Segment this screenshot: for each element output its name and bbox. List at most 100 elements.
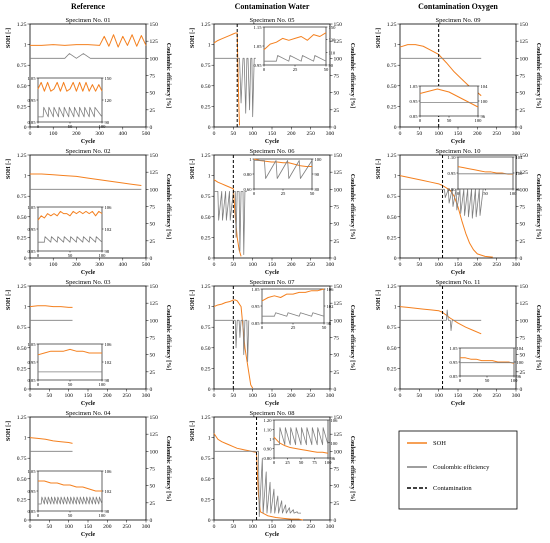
main-ytick-right-label: 150 <box>150 22 159 28</box>
inset-ytick-right-label: 98 <box>327 321 332 326</box>
main-xtick-label: 100 <box>248 524 257 530</box>
main-xtick-label: 0 <box>213 393 216 399</box>
main-xtick-label: 150 <box>454 131 463 137</box>
inset-xtick-label: 0 <box>273 460 276 465</box>
main-ytick-left-label: 0.25 <box>387 104 397 110</box>
inset-frame <box>253 158 313 190</box>
inset-ytick-left-label: 0.85 <box>27 378 36 383</box>
legend: SOH Coulombic efficiency Contamination <box>398 430 518 510</box>
main-xtick-label: 100 <box>248 262 257 268</box>
main-ce-line <box>30 53 146 59</box>
main-ytick-left-label: 1 <box>24 174 27 180</box>
main-ytick-right-label: 50 <box>520 91 526 97</box>
inset-xtick-label: 50 <box>447 118 452 123</box>
main-ytick-right-label: 150 <box>334 284 343 290</box>
y-axis-right-label: Coulombic efficiency [%] <box>535 174 541 239</box>
main-ytick-left-label: 1 <box>24 436 27 442</box>
main-xtick-label: 150 <box>268 524 277 530</box>
main-ytick-left-label: 0.75 <box>387 325 397 331</box>
y-axis-left-label: SOH [-] <box>6 290 12 310</box>
inset-ce-line <box>254 160 313 179</box>
y-axis-right-label: Coulombic efficiency [%] <box>165 305 171 370</box>
inset-ytick-right-label: 104 <box>517 346 525 351</box>
main-xtick-label: 0 <box>213 524 216 530</box>
inset-ytick-right-label: 102 <box>105 489 113 494</box>
main-xtick-label: 400 <box>119 131 128 137</box>
y-axis-left-label: SOH [-] <box>6 159 12 179</box>
inset-soh-line <box>37 210 103 221</box>
panel-8: 0 50 100 150 200 250 30000.250.500.7511.250255… <box>190 279 355 407</box>
main-ytick-right-label: 75 <box>520 336 526 342</box>
main-ytick-left-label: 1.25 <box>17 284 27 290</box>
inset-xtick-label: 0 <box>459 378 462 383</box>
inset-ytick-left-label: 0.80 <box>447 187 456 192</box>
inset-xtick-label: 100 <box>99 382 107 387</box>
main-ytick-right-label: 150 <box>150 284 159 290</box>
main-ytick-right-label: 125 <box>334 39 343 45</box>
inset-ce-line <box>38 496 103 505</box>
y-axis-right-label: Coulombic efficiency [%] <box>349 436 355 501</box>
main-ytick-right-label: 25 <box>334 108 340 114</box>
main-xtick-label: 200 <box>473 262 482 268</box>
y-axis-left-label: SOH [-] <box>190 290 196 310</box>
inset-ytick-right-label: 98 <box>105 249 110 254</box>
main-ytick-left-label: 0 <box>208 387 211 393</box>
main-ytick-left-label: 0.25 <box>17 366 27 372</box>
inset-ytick-left-label: 1.05 <box>27 342 36 347</box>
main-ytick-right-label: 0 <box>150 518 153 524</box>
inset-xtick-label: 100 <box>99 253 107 258</box>
main-ytick-left-label: 0 <box>394 125 397 131</box>
main-ytick-right-label: 0 <box>334 256 337 262</box>
main-ytick-left-label: 0.75 <box>17 325 27 331</box>
main-ytick-right-label: 100 <box>150 56 159 62</box>
inset-xtick-label: 0 <box>37 382 40 387</box>
main-ytick-right-label: 100 <box>334 187 343 193</box>
inset-xtick-label: 100 <box>99 513 107 518</box>
panel-6: 0 50 100 150 200 250 30000.250.500.7511.250255… <box>376 148 541 276</box>
main-ytick-right-label: 125 <box>150 170 159 176</box>
inset-soh-line <box>253 158 312 167</box>
legend-ce-label: Coulombic efficiency <box>433 464 490 471</box>
main-ytick-right-label: 150 <box>334 22 343 28</box>
main-ytick-right-label: 150 <box>520 284 529 290</box>
main-xtick-label: 50 <box>47 524 53 530</box>
main-ytick-right-label: 75 <box>150 205 156 211</box>
main-xtick-label: 200 <box>72 262 81 268</box>
inset-xtick-label: 0 <box>419 118 422 123</box>
main-ytick-right-label: 75 <box>520 74 526 80</box>
main-xtick-label: 300 <box>142 524 151 530</box>
y-axis-right-label: Coulombic efficiency [%] <box>349 43 355 108</box>
panel-title: Specimen No. 11 <box>436 279 481 286</box>
main-ytick-left-label: 1.25 <box>17 153 27 159</box>
inset-soh-line <box>38 480 102 492</box>
inset-ytick-right-label: 106 <box>105 342 113 347</box>
main-ytick-left-label: 0.50 <box>387 215 397 221</box>
inset-ytick-left-label: 1.05 <box>449 346 458 351</box>
main-ytick-right-label: 125 <box>520 170 529 176</box>
inset-ytick-left-label: 1.05 <box>27 469 36 474</box>
main-ytick-left-label: 1 <box>208 436 211 442</box>
column-title-reference: Reference <box>71 2 106 11</box>
column-title-water: Contamination Water <box>235 2 310 11</box>
main-soh-line <box>213 179 242 257</box>
inset-ytick-left-label: 0.85 <box>409 114 418 119</box>
inset-soh-line <box>37 81 103 92</box>
inset-ytick-left-label: 1.05 <box>409 84 418 89</box>
main-xtick-label: 50 <box>47 393 53 399</box>
main-ytick-left-label: 0.50 <box>387 84 397 90</box>
main-xtick-label: 250 <box>306 262 315 268</box>
main-ytick-right-label: 100 <box>150 449 159 455</box>
main-xtick-label: 300 <box>142 393 151 399</box>
main-ytick-left-label: 0 <box>208 518 211 524</box>
main-ytick-left-label: 0.25 <box>17 104 27 110</box>
inset-ytick-left-label: 0.80 <box>243 172 252 177</box>
main-ytick-left-label: 0 <box>394 387 397 393</box>
inset-ytick-right-label: 90 <box>329 63 334 68</box>
main-xtick-label: 100 <box>434 393 443 399</box>
inset-xtick-label: 100 <box>325 460 333 465</box>
main-ytick-left-label: 0.25 <box>387 366 397 372</box>
main-soh-line <box>29 305 73 308</box>
inset-xtick-label: 50 <box>68 124 73 129</box>
main-ce-line <box>214 57 256 118</box>
